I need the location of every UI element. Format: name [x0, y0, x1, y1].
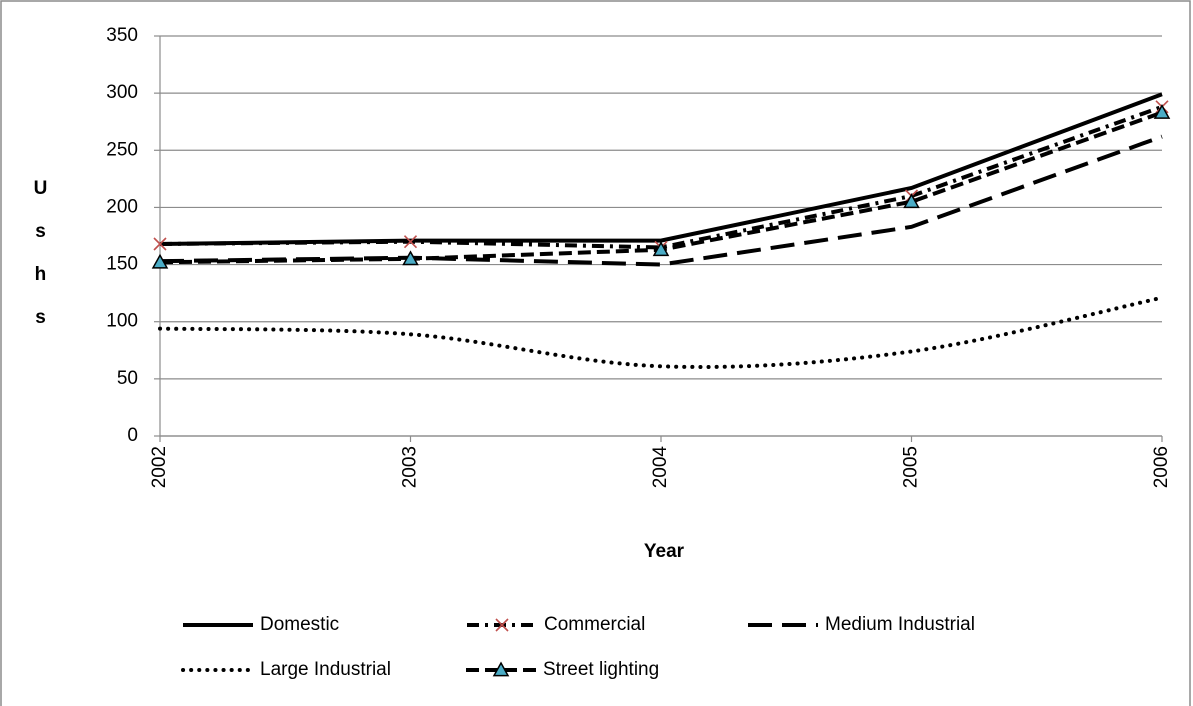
legend-label: Large Industrial — [260, 659, 391, 680]
series-line — [158, 295, 1164, 369]
data-point — [903, 193, 920, 209]
data-point — [1153, 104, 1171, 119]
x-tick-label: 2003 — [400, 446, 421, 488]
y-tick-label: 150 — [106, 254, 138, 275]
y-tick-label: 200 — [106, 196, 138, 217]
y-tick-label: 350 — [106, 25, 138, 46]
y-axis-label: Ushs — [30, 178, 51, 350]
data-point — [403, 235, 418, 249]
data-point — [153, 237, 167, 251]
y-tick-label: 300 — [106, 82, 138, 103]
y-tick-label: 250 — [106, 139, 138, 160]
legend-label: Commercial — [544, 614, 645, 635]
series-line — [159, 104, 1163, 250]
legend-label: Domestic — [260, 614, 339, 635]
x-axis-label: Year — [644, 541, 685, 562]
data-point — [151, 253, 169, 269]
x-tick-label: 2002 — [149, 446, 170, 488]
legend-label: Medium Industrial — [825, 614, 975, 635]
y-tick-label: 0 — [127, 425, 138, 446]
y-tick-label: 100 — [106, 311, 138, 332]
data-point — [402, 250, 419, 266]
x-tick-label: 2006 — [1151, 446, 1172, 488]
legend-label: Street lighting — [543, 659, 659, 680]
legend-marker — [495, 618, 509, 632]
data-point — [652, 241, 670, 257]
x-tick-label: 2004 — [650, 446, 671, 489]
legend-marker — [492, 661, 510, 677]
x-tick-label: 2005 — [901, 446, 922, 488]
y-tick-label: 50 — [117, 368, 138, 389]
